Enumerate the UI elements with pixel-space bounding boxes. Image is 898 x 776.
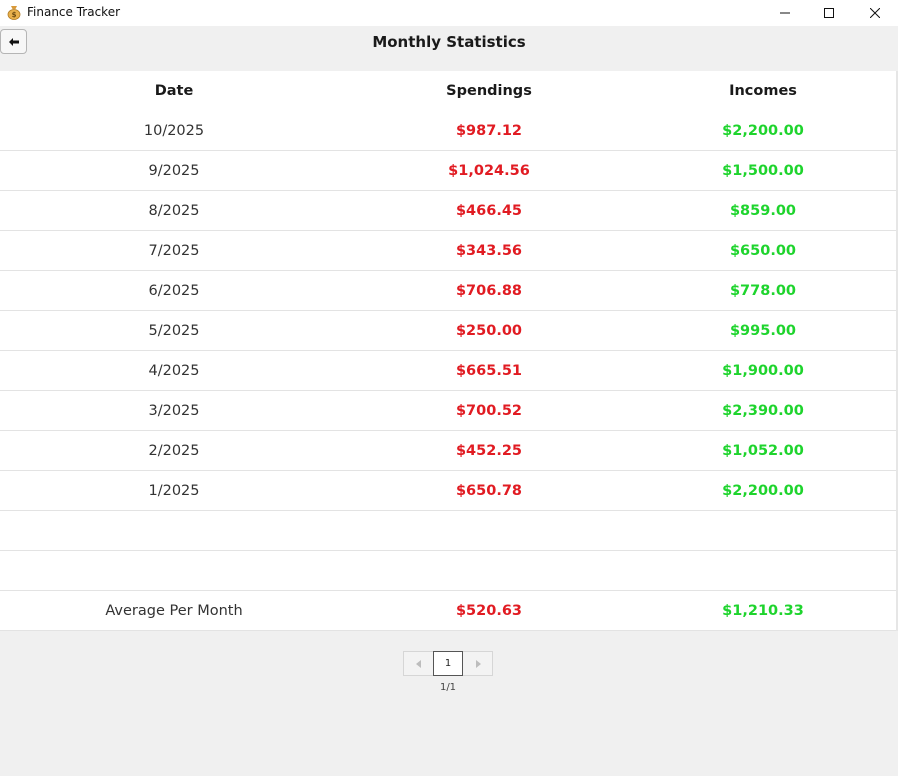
incomes-cell: $2,200.00 xyxy=(722,483,804,499)
incomes-cell: $995.00 xyxy=(729,323,797,339)
spendings-cell: $987.12 xyxy=(455,123,523,139)
spendings-cell: $700.52 xyxy=(455,403,523,419)
summary-label: Average Per Month xyxy=(105,603,243,619)
column-header-incomes[interactable]: Incomes xyxy=(729,83,797,99)
incomes-cell: $778.00 xyxy=(729,283,797,299)
close-icon xyxy=(870,8,880,18)
minimize-button[interactable] xyxy=(762,0,808,26)
table-row[interactable]: 9/2025 $1,024.56 $1,500.00 xyxy=(0,151,896,191)
average-incomes: $1,210.33 xyxy=(722,603,804,619)
caret-right-icon xyxy=(475,659,481,668)
summary-row: Average Per Month $520.63 $1,210.33 xyxy=(0,591,896,631)
spendings-cell: $1,024.56 xyxy=(448,163,530,179)
incomes-cell: $1,900.00 xyxy=(722,363,804,379)
date-cell: 8/2025 xyxy=(148,203,200,219)
page-count: 1/1 xyxy=(439,682,457,693)
spendings-cell: $650.78 xyxy=(455,483,523,499)
date-cell: 6/2025 xyxy=(148,283,200,299)
close-button[interactable] xyxy=(852,0,898,26)
window-title: Finance Tracker xyxy=(27,5,121,19)
next-page-button[interactable] xyxy=(463,652,492,675)
page-button-1[interactable]: 1 xyxy=(433,651,463,676)
table-row[interactable]: 5/2025 $250.00 $995.00 xyxy=(0,311,896,351)
table-row[interactable]: 10/2025 $987.12 $2,200.00 xyxy=(0,111,896,151)
back-button[interactable] xyxy=(0,29,27,54)
empty-table-row xyxy=(0,511,896,551)
incomes-cell: $2,390.00 xyxy=(722,403,804,419)
table-row[interactable]: 2/2025 $452.25 $1,052.00 xyxy=(0,431,896,471)
caret-left-icon xyxy=(415,659,421,668)
incomes-cell: $1,052.00 xyxy=(722,443,804,459)
date-cell: 9/2025 xyxy=(148,163,200,179)
spendings-cell: $250.00 xyxy=(455,323,523,339)
maximize-button[interactable] xyxy=(806,0,852,26)
spendings-cell: $343.56 xyxy=(455,243,523,259)
table-row[interactable]: 1/2025 $650.78 $2,200.00 xyxy=(0,471,896,511)
spendings-cell: $466.45 xyxy=(455,203,523,219)
table-header-row: Date Spendings Incomes xyxy=(0,71,896,111)
column-header-spendings[interactable]: Spendings xyxy=(446,83,532,99)
date-cell: 3/2025 xyxy=(148,403,200,419)
spendings-cell: $452.25 xyxy=(455,443,523,459)
spendings-cell: $706.88 xyxy=(455,283,523,299)
previous-page-button[interactable] xyxy=(404,652,433,675)
incomes-cell: $859.00 xyxy=(729,203,797,219)
arrow-left-icon xyxy=(8,37,19,46)
table-row[interactable]: 7/2025 $343.56 $650.00 xyxy=(0,231,896,271)
money-bag-icon: $ xyxy=(6,4,22,20)
date-cell: 5/2025 xyxy=(148,323,200,339)
date-cell: 10/2025 xyxy=(143,123,205,139)
maximize-icon xyxy=(824,8,834,18)
table-row[interactable]: 6/2025 $706.88 $778.00 xyxy=(0,271,896,311)
statistics-table: Date Spendings Incomes 10/2025 $987.12 $… xyxy=(0,71,898,631)
incomes-cell: $2,200.00 xyxy=(722,123,804,139)
page-title: Monthly Statistics xyxy=(372,33,526,51)
date-cell: 2/2025 xyxy=(148,443,200,459)
table-row[interactable]: 8/2025 $466.45 $859.00 xyxy=(0,191,896,231)
svg-text:$: $ xyxy=(12,11,17,19)
column-header-date[interactable]: Date xyxy=(154,83,194,99)
average-spendings: $520.63 xyxy=(455,603,523,619)
pagination: 1 xyxy=(403,651,493,676)
incomes-cell: $1,500.00 xyxy=(722,163,804,179)
date-cell: 7/2025 xyxy=(148,243,200,259)
incomes-cell: $650.00 xyxy=(729,243,797,259)
title-bar: $ Finance Tracker xyxy=(0,0,898,26)
table-row[interactable]: 4/2025 $665.51 $1,900.00 xyxy=(0,351,896,391)
date-cell: 1/2025 xyxy=(148,483,200,499)
minimize-icon xyxy=(780,12,790,14)
date-cell: 4/2025 xyxy=(148,363,200,379)
empty-table-row xyxy=(0,551,896,591)
table-row[interactable]: 3/2025 $700.52 $2,390.00 xyxy=(0,391,896,431)
spendings-cell: $665.51 xyxy=(455,363,523,379)
